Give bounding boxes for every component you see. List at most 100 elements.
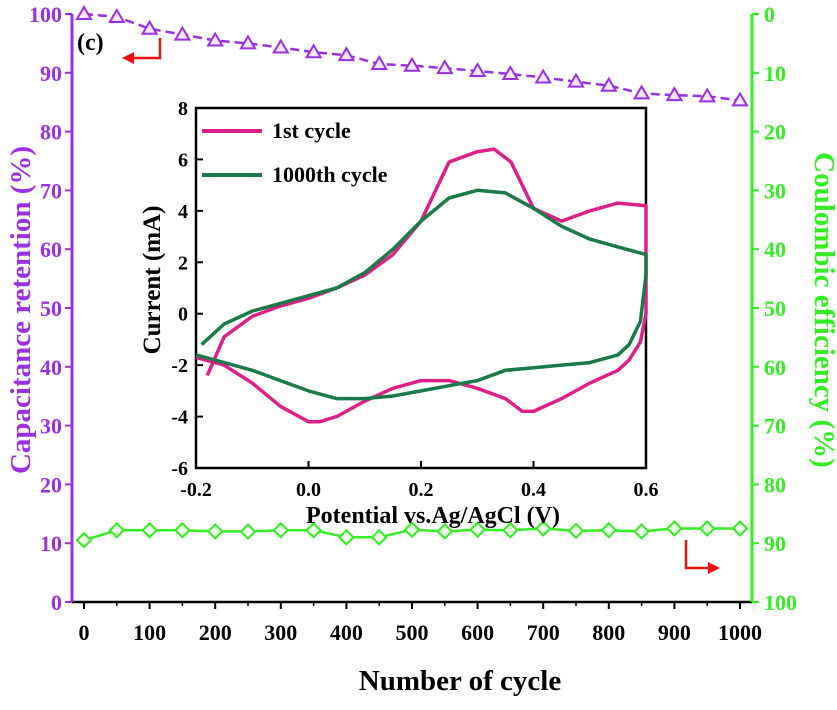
coulombic-efficiency-marker — [469, 521, 487, 539]
panel-label: (c) — [77, 30, 104, 56]
right-y-axis-title: Coulombic efficiency (%) — [808, 152, 837, 468]
right-y-tick-label: 50 — [764, 296, 786, 321]
x-tick-label: 800 — [592, 620, 625, 645]
x-tick-label: 1000 — [718, 620, 762, 645]
capacitance-retention-marker — [534, 68, 552, 84]
x-tick-label: 900 — [658, 620, 691, 645]
inset-y-tick-label: 6 — [178, 149, 188, 171]
capacitance-retention-marker — [206, 31, 224, 47]
capacitance-retention-line — [83, 12, 741, 102]
capacitance-retention-marker — [75, 5, 93, 20]
inset-y-tick-label: 2 — [178, 252, 188, 274]
coulombic-efficiency-marker — [272, 521, 290, 539]
inset-y-axis-title: Current (mA) — [139, 206, 166, 355]
capacitance-retention-marker — [698, 87, 716, 103]
left-y-tick-label: 60 — [40, 237, 62, 262]
inset-x-tick-label: 0.2 — [409, 479, 434, 501]
inset-frame — [194, 106, 648, 470]
inset-x-tick-label: -0.2 — [180, 479, 212, 501]
coulombic-efficiency-marker — [633, 523, 651, 540]
capacitance-retention-marker — [370, 54, 388, 70]
inset-y-tick-label: -6 — [171, 458, 188, 480]
capacitance-retention-marker — [304, 43, 323, 59]
legend-label: 1st cycle — [272, 118, 351, 143]
capacitance-retention-marker — [337, 46, 356, 62]
right-y-tick-label: 30 — [764, 178, 786, 203]
capacitance-retention-marker — [600, 76, 618, 92]
left-y-axis-title: Capacitance retention (%) — [5, 146, 37, 474]
right-y-tick-label: 0 — [764, 2, 775, 27]
coulombic-efficiency-marker — [305, 521, 323, 539]
inset-y-tick-label: 4 — [178, 201, 188, 223]
inset-1st-cycle-curve — [195, 147, 648, 424]
capacitance-retention-marker — [403, 56, 421, 72]
right-y-tick-label: 20 — [764, 120, 786, 145]
left-y-tick-label: 20 — [40, 472, 62, 497]
right-axis-arrowhead — [708, 562, 720, 574]
coulombic-efficiency-marker — [698, 520, 716, 537]
inset-y-tick-label: 8 — [178, 98, 188, 120]
coulombic-efficiency-marker — [665, 520, 683, 537]
inset-x-tick-label: 0.4 — [521, 479, 546, 501]
right-y-tick-label: 10 — [764, 61, 786, 86]
capacitance-retention-marker — [501, 64, 520, 80]
capacitance-retention-marker — [567, 72, 585, 88]
coulombic-efficiency-marker — [206, 523, 224, 540]
coulombic-efficiency-marker — [501, 521, 519, 539]
right-y-tick-label: 100 — [764, 590, 797, 615]
coulombic-efficiency-marker — [600, 521, 618, 539]
capacitance-retention-marker — [272, 38, 290, 54]
x-tick-label: 200 — [199, 620, 232, 645]
x-tick-label: 600 — [461, 620, 494, 645]
left-y-tick-label: 90 — [40, 61, 62, 86]
inset-x-tick-label: 0.6 — [634, 479, 659, 501]
capacitance-retention-marker — [239, 34, 257, 50]
right-y-tick-label: 70 — [764, 414, 786, 439]
x-tick-label: 400 — [330, 620, 363, 645]
x-tick-label: 0 — [79, 620, 90, 645]
coulombic-efficiency-marker — [108, 521, 126, 539]
left-y-tick-label: 100 — [29, 2, 62, 27]
left-y-tick-label: 0 — [51, 590, 62, 615]
left-y-tick-label: 50 — [40, 296, 62, 321]
coulombic-efficiency-marker — [239, 523, 257, 540]
x-axis-title: Number of cycle — [359, 665, 562, 697]
inset-1000th-cycle-curve — [195, 188, 648, 401]
capacitance-retention-marker — [108, 7, 126, 23]
coulombic-efficiency-marker — [75, 531, 93, 549]
left-y-tick-label: 30 — [40, 414, 62, 439]
coulombic-efficiency-marker — [173, 521, 191, 539]
coulombic-efficiency-marker — [731, 520, 749, 537]
capacitance-retention-marker — [436, 59, 454, 75]
x-tick-label: 700 — [527, 620, 560, 645]
coulombic-efficiency-marker — [337, 528, 355, 546]
inset-x-tick-label: 0.0 — [296, 479, 321, 501]
left-y-tick-label: 70 — [40, 178, 62, 203]
x-tick-label: 100 — [133, 620, 166, 645]
inset-y-tick-label: -4 — [171, 407, 188, 429]
capacitance-retention-marker — [173, 25, 192, 41]
coulombic-efficiency-marker — [567, 522, 585, 540]
capacitance-retention-marker — [731, 91, 749, 107]
right-y-tick-label: 60 — [764, 355, 786, 380]
coulombic-efficiency-marker — [534, 520, 552, 537]
left-y-tick-label: 40 — [40, 355, 62, 380]
capacitance-retention-marker — [468, 62, 487, 78]
left-axis-arrow — [128, 38, 162, 60]
coulombic-efficiency-marker — [141, 521, 159, 539]
left-y-tick-label: 80 — [40, 120, 62, 145]
coulombic-efficiency-marker — [370, 528, 388, 546]
capacitance-retention-marker — [665, 86, 684, 102]
coulombic-efficiency-marker — [436, 523, 454, 540]
x-tick-label: 500 — [396, 620, 429, 645]
right-y-tick-label: 90 — [764, 531, 786, 556]
legend-label: 1000th cycle — [272, 162, 388, 187]
inset-x-axis-title: Potential vs.Ag/AgCl (V) — [306, 503, 560, 529]
inset-y-tick-label: -2 — [171, 355, 188, 377]
x-tick-label: 300 — [264, 620, 297, 645]
right-axis-arrow — [684, 540, 712, 570]
capacitance-retention-marker — [140, 19, 159, 35]
right-y-tick-label: 80 — [764, 472, 786, 497]
